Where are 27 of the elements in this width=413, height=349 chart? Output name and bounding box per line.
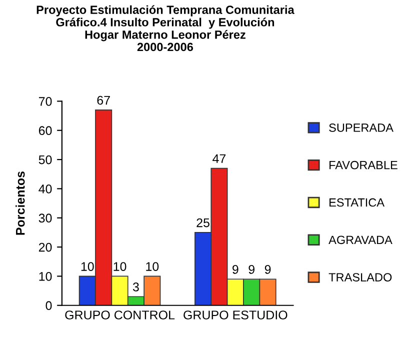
data-label: 67: [97, 96, 110, 105]
data-label: 9: [264, 265, 271, 274]
y-tick-label: 50: [38, 155, 52, 164]
y-axis-title: Porcientos: [16, 172, 25, 235]
data-label: 25: [196, 218, 210, 228]
y-tick-label: 70: [38, 97, 52, 106]
data-label: 10: [146, 262, 159, 271]
data-label: 9: [232, 265, 238, 274]
x-tick-label: GRUPO CONTROL: [65, 310, 175, 320]
data-label: 9: [248, 265, 254, 274]
y-tick-label: 60: [38, 126, 52, 136]
data-label: 3: [132, 282, 139, 292]
y-tick-label: 0: [46, 301, 52, 310]
legend-label: TRASLADO: [328, 273, 392, 282]
y-tick-label: 30: [38, 214, 52, 223]
data-label: 10: [81, 262, 94, 271]
data-label: 47: [212, 154, 226, 163]
y-tick-label: 20: [38, 242, 52, 252]
legend-label: SUPERADA: [329, 124, 394, 132]
y-tick-label: 10: [39, 272, 52, 281]
x-tick-label: GRUPO ESTUDIO: [184, 310, 288, 320]
data-label: 10: [114, 262, 126, 271]
y-tick-label: 40: [38, 184, 52, 194]
legend-label: FAVORABLE: [330, 160, 398, 170]
legend-label: AGRAVADA: [328, 236, 392, 244]
chart-title: Proyecto Estimulación Temprana Comunitaria Gráfico.4 Insulto Perinatal y Evolución Hogar Materno Leonor Pérez 2000-2006: [36, 5, 294, 52]
legend-label: ESTATICA: [330, 198, 385, 207]
